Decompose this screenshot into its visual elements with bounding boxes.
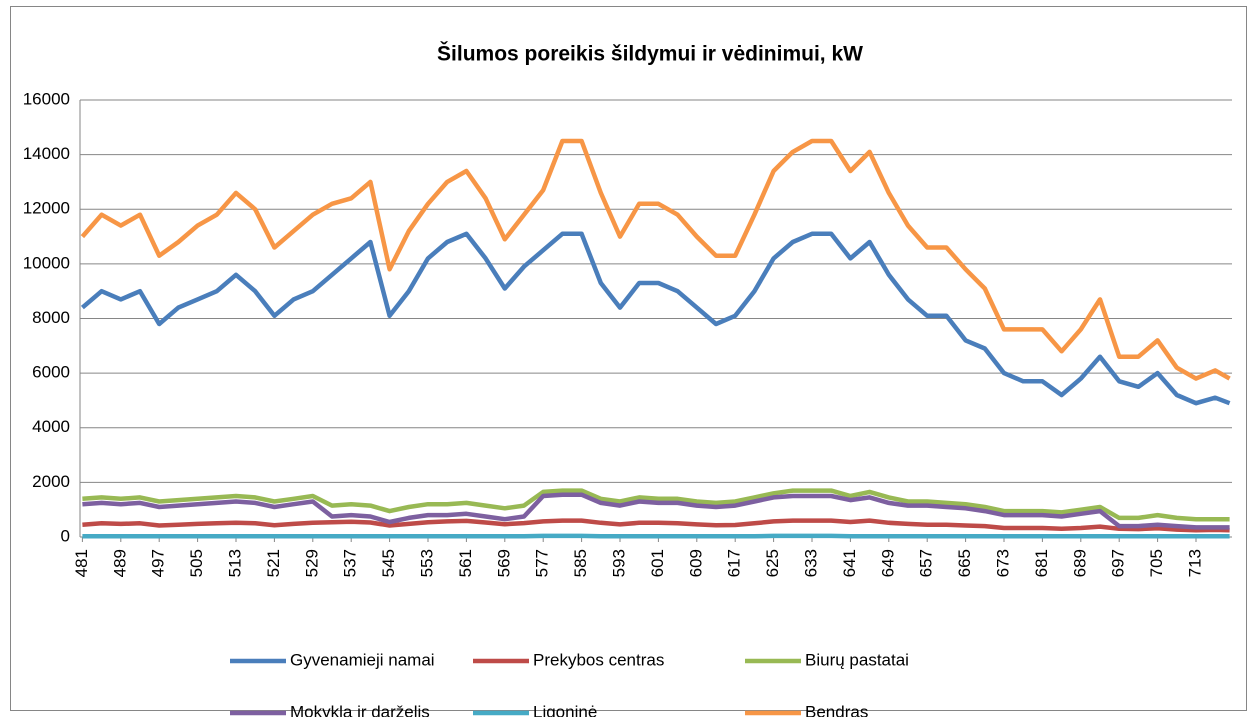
x-tick-label: 497 — [149, 549, 168, 577]
series-line — [82, 518, 1230, 533]
y-tick-label: 16000 — [23, 89, 70, 108]
x-tick-label: 673 — [993, 549, 1012, 577]
y-tick-label: 2000 — [32, 472, 70, 491]
x-tick-label: 513 — [225, 549, 244, 577]
y-tick-label: 4000 — [32, 417, 70, 436]
y-tick-label: 14000 — [23, 144, 70, 163]
x-tick-label: 601 — [648, 549, 667, 577]
series-line — [80, 138, 1231, 381]
legend-label: Prekybos centras — [533, 650, 664, 669]
y-tick-label: 8000 — [32, 308, 70, 327]
x-tick-label: 713 — [1185, 549, 1204, 577]
x-tick-label: 641 — [840, 549, 859, 577]
y-tick-label: 0 — [61, 526, 70, 545]
x-tick-label: 625 — [763, 549, 782, 577]
x-tick-label: 689 — [1070, 549, 1089, 577]
y-tick-label: 6000 — [32, 363, 70, 382]
x-tick-label: 593 — [609, 549, 628, 577]
x-tick-label: 649 — [878, 549, 897, 577]
x-tick-label: 561 — [456, 549, 475, 577]
x-tick-label: 665 — [955, 549, 974, 577]
x-tick-label: 545 — [379, 549, 398, 577]
x-tick-label: 505 — [187, 549, 206, 577]
x-tick-label: 537 — [341, 549, 360, 577]
x-tick-label: 529 — [302, 549, 321, 577]
legend-label: Gyvenamieji namai — [290, 650, 435, 669]
x-tick-label: 697 — [1109, 549, 1128, 577]
series-line — [80, 231, 1231, 406]
legend-label: Ligoninė — [533, 702, 597, 717]
x-tick-label: 609 — [686, 549, 705, 577]
x-tick-label: 633 — [801, 549, 820, 577]
series-line — [82, 492, 1230, 530]
x-tick-label: 705 — [1147, 549, 1166, 577]
chart-title: Šilumos poreikis šildymui ir vėdinimui, … — [437, 42, 863, 66]
x-tick-label: 481 — [72, 549, 91, 577]
y-tick-label: 10000 — [23, 253, 70, 272]
x-tick-label: 569 — [494, 549, 513, 577]
legend-label: Bendras — [805, 702, 868, 717]
x-tick-label: 521 — [264, 549, 283, 577]
x-tick-label: 617 — [725, 549, 744, 577]
x-tick-label: 489 — [110, 549, 129, 577]
x-tick-label: 681 — [1032, 549, 1051, 577]
series-line — [82, 488, 1230, 522]
legend-label: Biurų pastatai — [805, 650, 909, 669]
y-tick-label: 12000 — [23, 199, 70, 218]
x-tick-label: 585 — [571, 549, 590, 577]
legend-label: Mokykla ir darželis — [290, 702, 430, 717]
x-tick-label: 657 — [917, 549, 936, 577]
x-tick-label: 577 — [533, 549, 552, 577]
chart-border — [10, 6, 1247, 711]
x-tick-label: 553 — [417, 549, 436, 577]
